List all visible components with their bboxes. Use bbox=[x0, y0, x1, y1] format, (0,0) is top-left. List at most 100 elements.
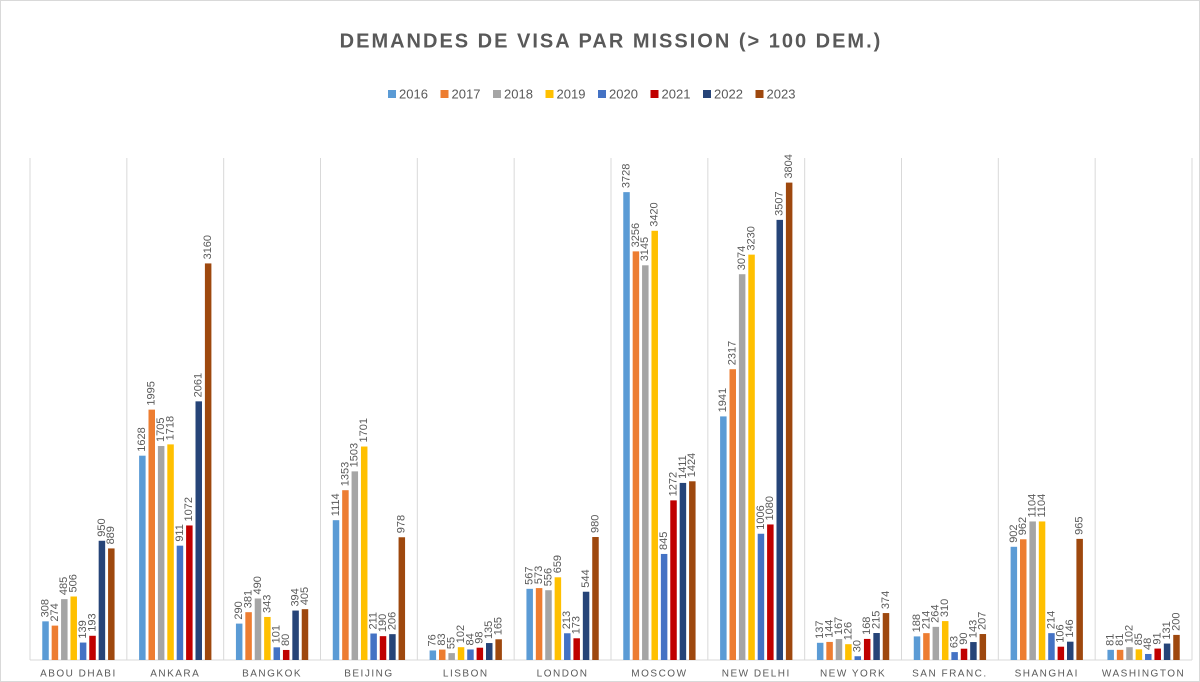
bar bbox=[573, 638, 580, 660]
value-label: 1104 bbox=[1036, 494, 1048, 518]
value-label: 1503 bbox=[349, 443, 361, 467]
value-label: 3145 bbox=[639, 237, 651, 261]
x-tick-label: NEW YORK bbox=[820, 669, 886, 680]
legend-label: 2023 bbox=[767, 86, 796, 101]
x-tick-label: BEIJING bbox=[344, 669, 393, 680]
bar bbox=[42, 621, 49, 660]
legend-swatch bbox=[598, 90, 606, 98]
value-label: 290 bbox=[233, 601, 245, 619]
value-label: 1080 bbox=[764, 496, 776, 520]
legend-label: 2017 bbox=[452, 86, 481, 101]
bar bbox=[1154, 648, 1161, 660]
bar bbox=[176, 545, 184, 660]
value-label: 206 bbox=[386, 612, 398, 630]
value-label: 911 bbox=[174, 524, 186, 542]
value-label: 1072 bbox=[183, 497, 195, 521]
bar bbox=[729, 369, 736, 660]
value-label: 165 bbox=[493, 617, 505, 635]
value-label: 126 bbox=[842, 622, 854, 640]
bar bbox=[457, 647, 465, 660]
bar bbox=[816, 642, 824, 660]
bar bbox=[854, 656, 862, 660]
bar bbox=[70, 596, 77, 660]
bar bbox=[826, 641, 833, 660]
value-label: 374 bbox=[880, 591, 892, 609]
value-label: 143 bbox=[967, 620, 979, 638]
x-tick-label: LONDON bbox=[537, 669, 589, 680]
value-label: 168 bbox=[861, 617, 873, 635]
bar bbox=[1020, 539, 1027, 660]
legend-label: 2019 bbox=[557, 86, 586, 101]
x-tick-label: MOSCOW bbox=[631, 669, 687, 680]
value-label: 1411 bbox=[677, 455, 689, 479]
bar bbox=[370, 633, 377, 660]
value-label: 81 bbox=[1105, 634, 1117, 646]
x-tick-label: BANGKOK bbox=[242, 669, 302, 680]
value-label: 343 bbox=[261, 595, 273, 613]
bar bbox=[932, 626, 940, 660]
value-label: 950 bbox=[96, 518, 108, 536]
value-label: 3230 bbox=[745, 226, 757, 250]
bar bbox=[1029, 521, 1036, 660]
value-label: 3160 bbox=[202, 235, 214, 259]
bar bbox=[863, 638, 871, 660]
bar bbox=[282, 649, 290, 660]
value-label: 3804 bbox=[783, 154, 795, 178]
legend-swatch bbox=[545, 90, 554, 98]
bar bbox=[535, 588, 543, 660]
value-label: 2061 bbox=[193, 373, 205, 397]
legend-label: 2022 bbox=[714, 86, 743, 101]
value-label: 3420 bbox=[649, 202, 661, 226]
value-label: 190 bbox=[377, 614, 389, 632]
bar bbox=[642, 265, 649, 660]
bar bbox=[767, 524, 774, 660]
value-label: 84 bbox=[464, 633, 476, 645]
bar bbox=[79, 642, 87, 660]
bar bbox=[873, 633, 880, 660]
value-label: 101 bbox=[271, 625, 283, 643]
value-label: 659 bbox=[552, 555, 564, 573]
value-label: 1114 bbox=[330, 493, 342, 516]
value-label: 3256 bbox=[630, 223, 642, 247]
value-label: 274 bbox=[49, 603, 61, 621]
bar bbox=[776, 219, 783, 660]
bar bbox=[1116, 649, 1124, 660]
value-label: 1272 bbox=[667, 472, 679, 496]
bar bbox=[623, 192, 630, 661]
bar bbox=[1076, 538, 1083, 660]
bar bbox=[1135, 649, 1143, 660]
value-label: 1006 bbox=[755, 505, 767, 529]
bar bbox=[632, 251, 640, 660]
bar bbox=[882, 613, 890, 660]
value-label: 3728 bbox=[620, 164, 632, 188]
value-label: 215 bbox=[870, 611, 882, 629]
value-label: 139 bbox=[77, 620, 89, 638]
value-label: 90 bbox=[958, 632, 970, 644]
value-label: 173 bbox=[571, 616, 583, 634]
value-label: 91 bbox=[1152, 632, 1164, 644]
value-label: 106 bbox=[1055, 624, 1067, 642]
value-label: 490 bbox=[252, 576, 264, 594]
bar bbox=[970, 642, 977, 660]
bar bbox=[264, 616, 271, 660]
bar bbox=[979, 634, 987, 660]
value-label: 137 bbox=[814, 620, 826, 638]
value-label: 1941 bbox=[717, 388, 729, 412]
value-label: 214 bbox=[1045, 611, 1057, 629]
value-label: 211 bbox=[368, 612, 380, 630]
value-label: 394 bbox=[289, 588, 301, 606]
bar bbox=[738, 274, 746, 660]
legend-swatch bbox=[755, 90, 764, 98]
bar bbox=[360, 446, 368, 660]
bar bbox=[941, 621, 949, 660]
bar bbox=[785, 182, 793, 660]
bar bbox=[61, 599, 68, 660]
legend-label: 2020 bbox=[609, 86, 638, 101]
value-label: 30 bbox=[852, 640, 864, 652]
bar bbox=[379, 636, 387, 660]
bar bbox=[554, 577, 562, 660]
value-label: 214 bbox=[920, 611, 932, 629]
bar bbox=[582, 591, 590, 660]
value-label: 76 bbox=[427, 634, 439, 646]
bar bbox=[1010, 546, 1018, 660]
